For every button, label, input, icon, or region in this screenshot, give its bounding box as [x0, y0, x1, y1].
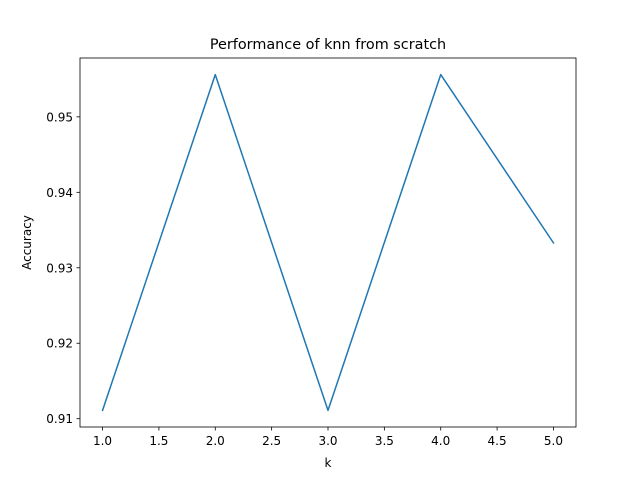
y-tick-label: 0.93 — [46, 261, 73, 275]
x-tick-label: 2.0 — [206, 434, 225, 448]
x-axis-label: k — [325, 456, 332, 470]
y-tick-label: 0.91 — [46, 412, 73, 426]
x-tick-label: 1.0 — [93, 434, 112, 448]
plot-area: 1.0 1.5 2.0 2.5 3.0 3.5 4.0 4.5 5.0 0.91 0.92 0.93… — [46, 57, 577, 448]
chart-title: Performance of knn from scratch — [210, 37, 446, 53]
x-tick-label: 5.0 — [544, 434, 563, 448]
x-tick-label: 3.0 — [318, 434, 337, 448]
plot-frame — [79, 57, 577, 428]
accuracy-series-line — [101, 73, 555, 412]
x-tick-label: 4.0 — [431, 434, 450, 448]
y-axis-label: Accuracy — [20, 215, 34, 270]
y-tick-label: 0.95 — [46, 110, 73, 124]
x-tick-label: 2.5 — [262, 434, 281, 448]
x-axis: 1.0 1.5 2.0 2.5 3.0 3.5 4.0 4.5 5.0 — [93, 427, 563, 448]
x-tick-label: 1.5 — [149, 434, 168, 448]
y-axis: 0.91 0.92 0.93 0.94 0.95 — [46, 110, 80, 426]
x-tick-label: 4.5 — [488, 434, 507, 448]
series-group — [101, 73, 555, 412]
y-tick-label: 0.94 — [46, 186, 73, 200]
x-tick-label: 3.5 — [375, 434, 394, 448]
y-tick-label: 0.92 — [46, 337, 73, 351]
